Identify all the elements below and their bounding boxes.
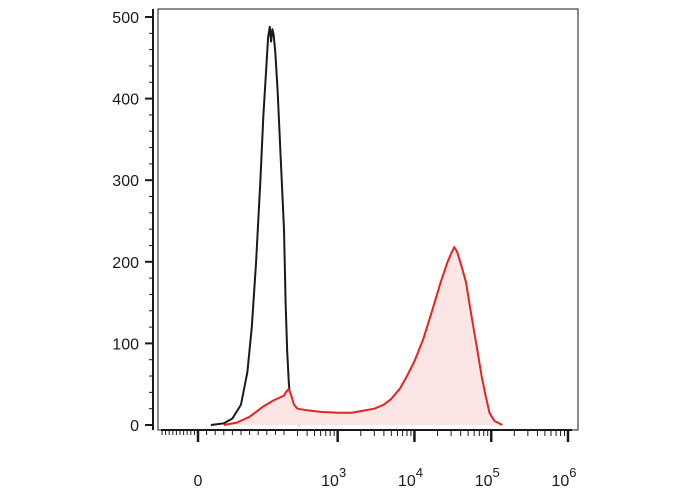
y-tick-label: 400	[112, 92, 139, 109]
series-1-area	[223, 247, 503, 425]
x-tick-label: 105	[475, 465, 500, 490]
y-tick-label: 100	[112, 336, 139, 353]
y-tick-label: 200	[112, 255, 139, 272]
x-tick-label: 106	[551, 465, 576, 490]
x-tick-label: 103	[321, 465, 346, 490]
x-axis: 0 103 104 105 106	[161, 429, 577, 490]
x-tick-label: 104	[398, 465, 423, 490]
y-tick-label: 500	[112, 10, 139, 27]
series-1-line	[223, 246, 503, 426]
y-tick-label: 0	[130, 418, 139, 435]
x-tick-label: 0	[194, 473, 203, 490]
series-0-line	[210, 25, 301, 426]
y-axis: 0 100 200 300 400 500	[112, 9, 154, 435]
y-tick-label: 300	[112, 173, 139, 190]
series-layer	[210, 25, 503, 426]
plot-frame	[157, 8, 579, 431]
